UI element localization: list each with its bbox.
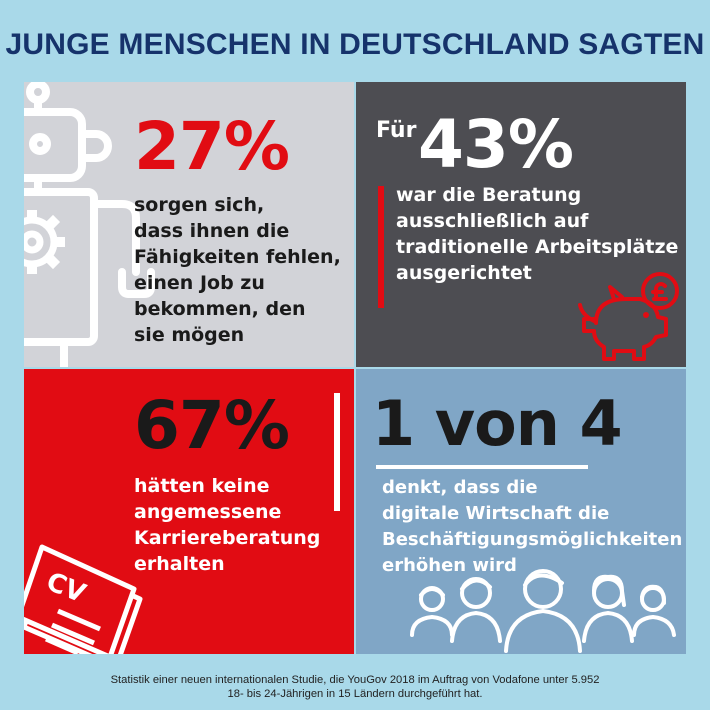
cv-document-icon: CV xyxy=(24,544,143,654)
stat-43-prefix: Für xyxy=(376,118,417,143)
stat-67-percent: 67% xyxy=(134,387,290,464)
stat-grid: 27% sorgen sich, dass ihnen die Fähigkei… xyxy=(24,82,686,654)
panel-67-percent: 67% hätten keine angemessene Karriereber… xyxy=(24,369,354,654)
people-group-icon xyxy=(410,569,676,653)
stat-1-von-4-description: denkt, dass die digitale Wirtschaft die … xyxy=(382,477,683,576)
stat-1-von-4: 1 von 4 xyxy=(372,387,623,460)
white-accent-bar xyxy=(334,393,340,511)
piggy-bank-icon xyxy=(578,272,679,361)
red-accent-bar xyxy=(378,186,384,308)
page-title: JUNGE MENSCHEN IN DEUTSCHLAND SAGTEN xyxy=(5,28,705,61)
footnote: Statistik einer neuen internationalen St… xyxy=(110,674,600,700)
stat-43-percent: 43% xyxy=(418,106,574,183)
stat-27-description: sorgen sich, dass ihnen die Fähigkeiten … xyxy=(134,194,341,346)
panel-1-von-4: 1 von 4 denkt, dass die digitale Wirtsch… xyxy=(356,369,686,654)
stat-67-description: hätten keine angemessene Karriereberatun… xyxy=(134,475,321,575)
stat-43-description: war die Beratung ausschließlich auf trad… xyxy=(396,184,679,284)
white-underline xyxy=(376,465,588,469)
panel-27-percent: 27% sorgen sich, dass ihnen die Fähigkei… xyxy=(24,82,354,367)
stat-27-percent: 27% xyxy=(134,108,290,185)
panel-43-percent: Für 43% war die Beratung ausschließlich … xyxy=(356,82,686,367)
robot-icon xyxy=(24,82,155,367)
